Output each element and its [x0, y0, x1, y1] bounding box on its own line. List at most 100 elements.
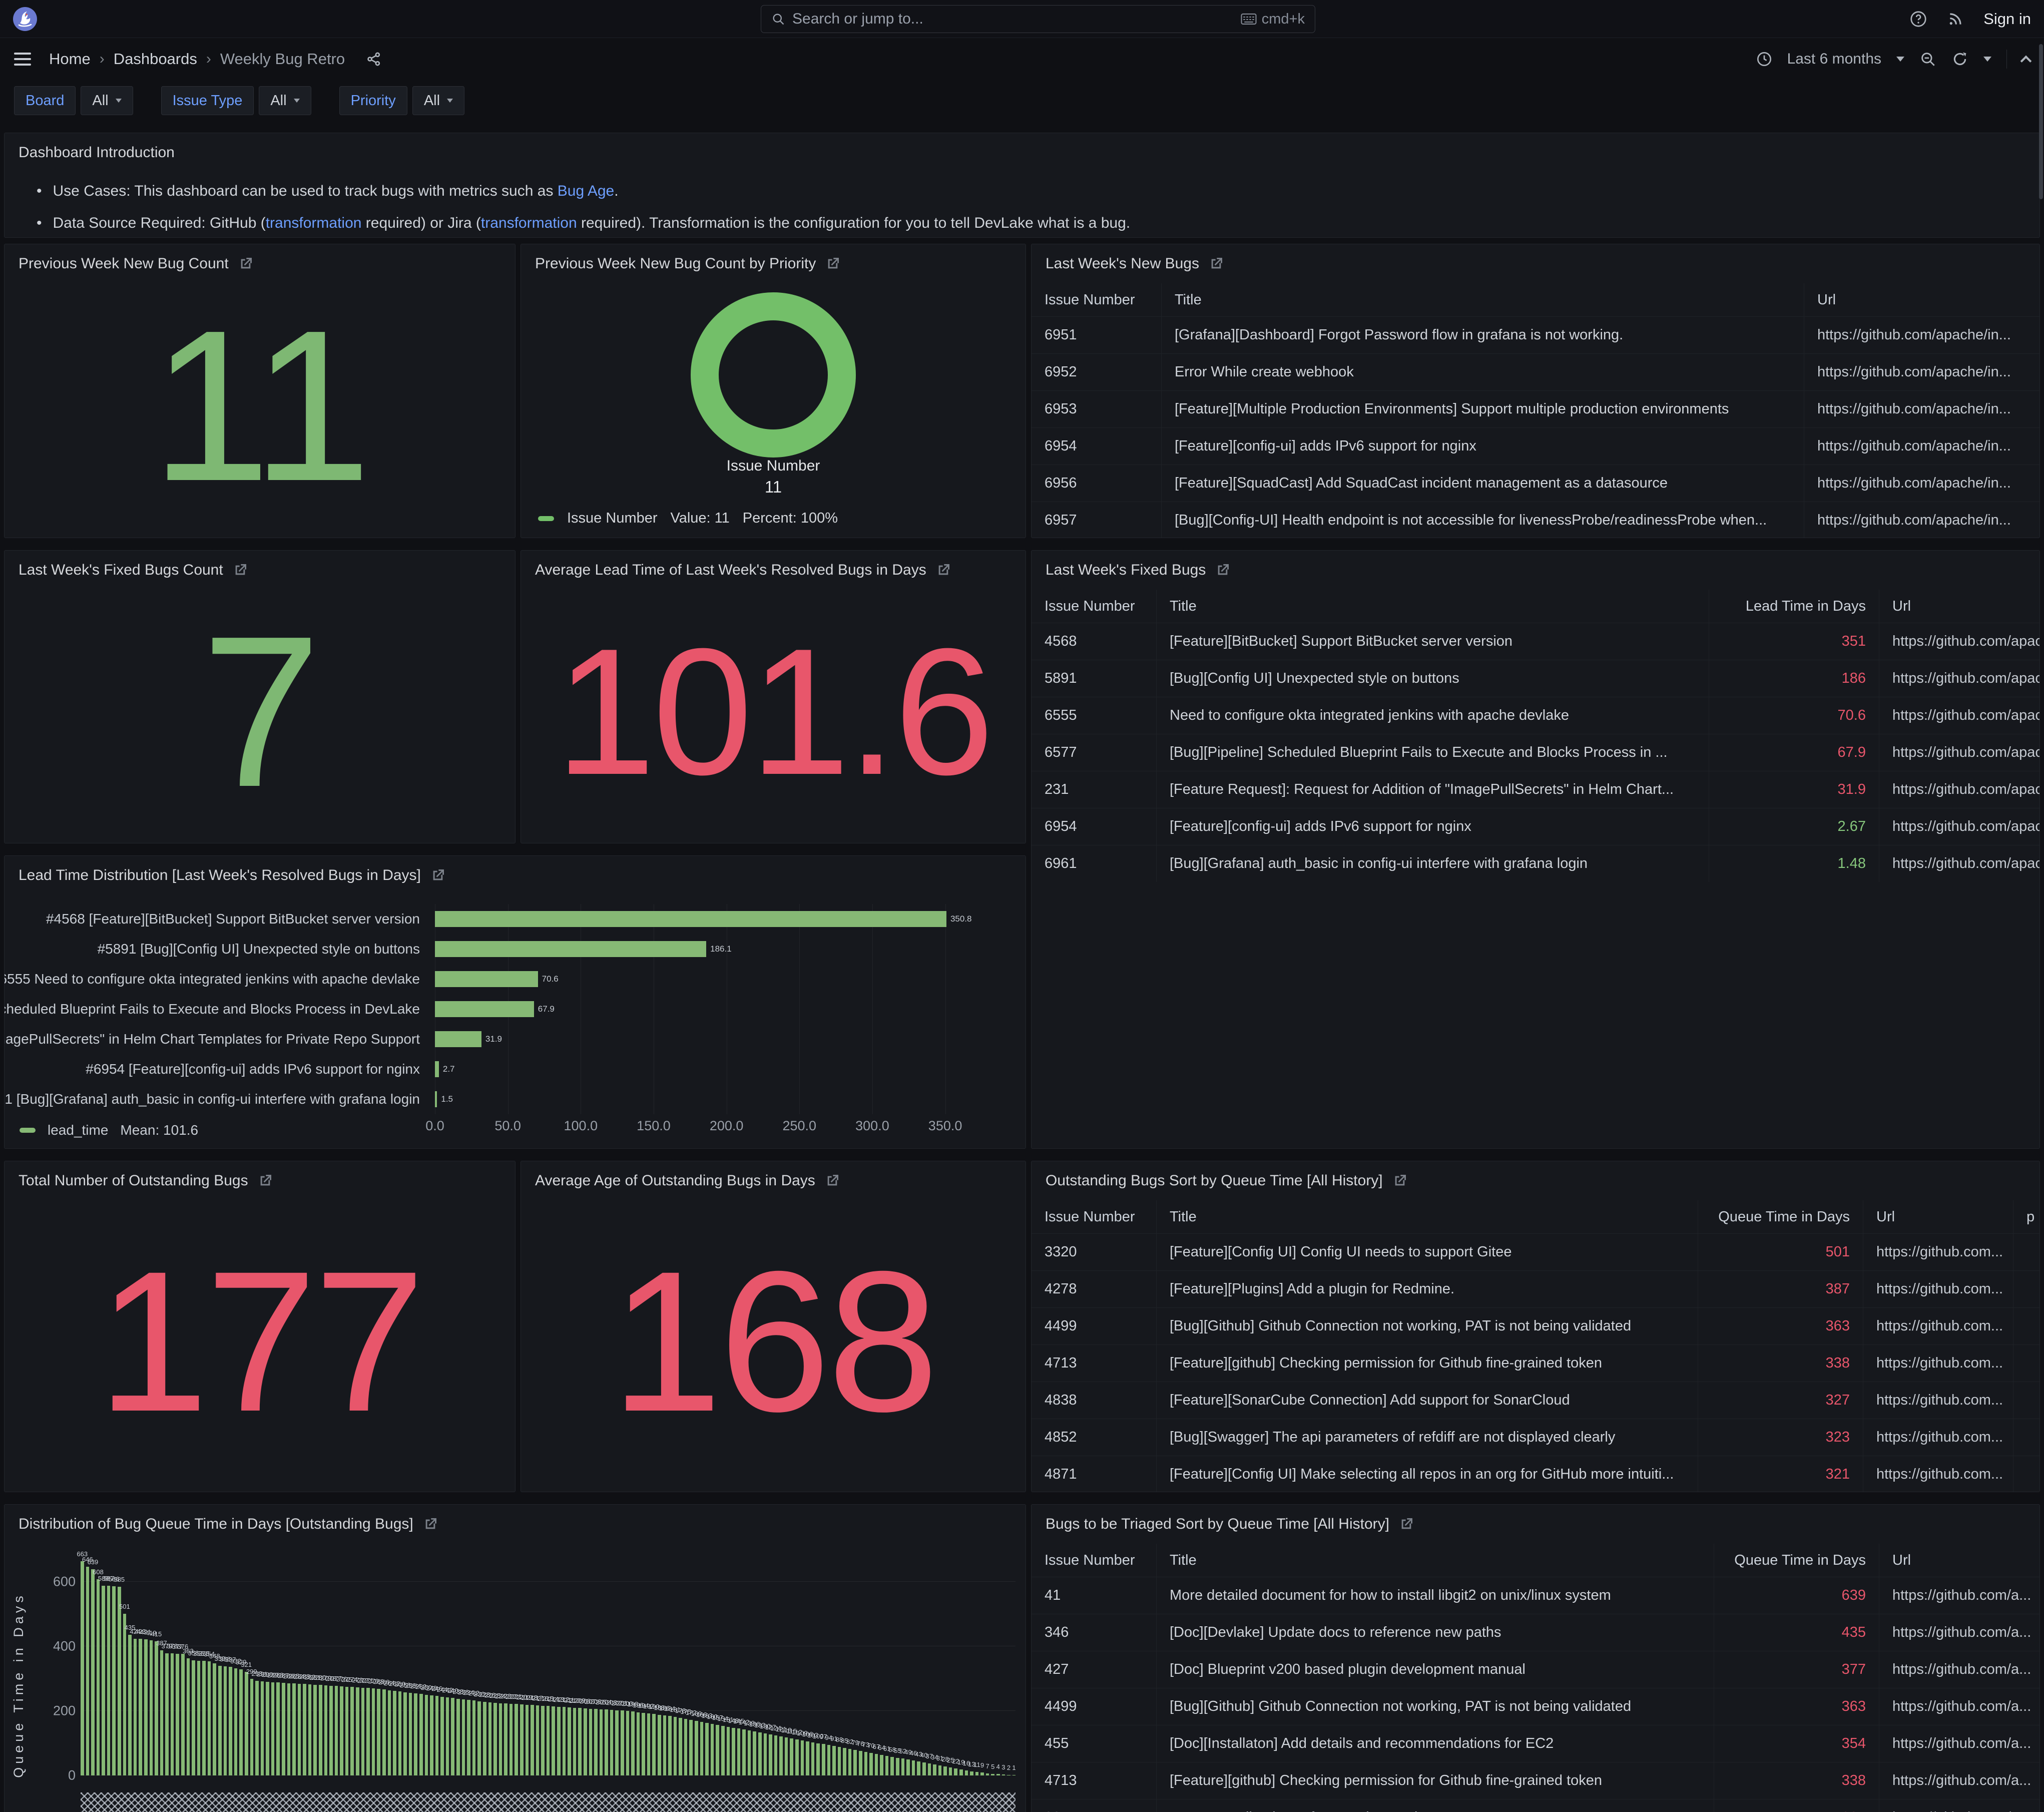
bar[interactable]: 254 — [410, 1682, 421, 1775]
bar[interactable]: 209 — [575, 1697, 585, 1775]
bar[interactable]: 226 — [484, 1691, 495, 1775]
bar[interactable]: 421 — [140, 1628, 151, 1775]
bar[interactable]: 287 — [278, 1672, 289, 1775]
bar[interactable]: 220 — [516, 1693, 527, 1775]
bar[interactable]: 339 — [214, 1655, 225, 1775]
url-cell[interactable]: https://github.com/apache/in... — [1817, 401, 2011, 417]
bar[interactable]: 151 — [723, 1716, 734, 1775]
bar[interactable]: 213 — [553, 1696, 564, 1775]
bar[interactable]: 40 — [920, 1751, 927, 1775]
bar[interactable]: 285 — [289, 1672, 299, 1775]
bar[interactable]: 82 — [846, 1738, 853, 1775]
bar[interactable]: 219 — [522, 1694, 533, 1775]
bar[interactable]: 34 — [931, 1753, 938, 1775]
bar[interactable]: 423 — [135, 1628, 146, 1775]
url-cell[interactable]: https://github.com/apac — [1892, 707, 2039, 723]
bar[interactable]: 379 — [162, 1642, 172, 1775]
bar[interactable]: 214 — [548, 1695, 559, 1775]
time-range-picker[interactable]: Last 6 months — [1787, 51, 1881, 67]
bar[interactable]: 112 — [792, 1728, 802, 1775]
bar[interactable]: 222 — [505, 1693, 517, 1775]
filter-priority-label[interactable]: Priority — [339, 86, 407, 115]
external-link-icon[interactable] — [1208, 256, 1224, 272]
url-cell[interactable]: https://github.com/a... — [1892, 1661, 2031, 1677]
bar[interactable]: 215 — [543, 1695, 554, 1775]
bar[interactable]: 70 — [867, 1742, 875, 1775]
bar[interactable]: 204 — [601, 1698, 612, 1775]
bar[interactable]: 228 — [479, 1691, 490, 1775]
bar[interactable]: 586 — [109, 1575, 120, 1775]
bar[interactable]: 270 — [368, 1677, 379, 1775]
bar[interactable]: 25 — [947, 1756, 954, 1775]
bar[interactable]: 88 — [836, 1736, 843, 1775]
bar[interactable]: 67.9 — [435, 1001, 555, 1017]
bar[interactable]: 281 — [310, 1674, 321, 1775]
sign-in-button[interactable]: Sign in — [1983, 10, 2031, 28]
filter-board-value[interactable]: All — [81, 86, 133, 115]
menu-icon[interactable] — [14, 53, 31, 66]
external-link-icon[interactable] — [935, 562, 951, 578]
bar[interactable]: 127 — [765, 1723, 776, 1775]
url-cell[interactable]: https://github.com/apache/in... — [1817, 512, 2011, 528]
bar[interactable]: 276 — [336, 1675, 347, 1775]
bar[interactable]: 157 — [712, 1714, 723, 1775]
external-link-icon[interactable] — [1215, 562, 1231, 578]
bar[interactable]: 169 — [691, 1710, 702, 1775]
external-link-icon[interactable] — [422, 1516, 438, 1532]
bar[interactable]: 238 — [452, 1688, 463, 1775]
bar[interactable]: 266 — [378, 1678, 389, 1775]
transformation-link[interactable]: transformation — [265, 215, 362, 231]
bar[interactable]: 588 — [98, 1575, 109, 1775]
bar[interactable]: 224 — [495, 1692, 506, 1775]
bar[interactable]: 646 — [82, 1556, 93, 1775]
bar[interactable]: 9 — [980, 1761, 984, 1775]
bar[interactable]: 70.6 — [435, 971, 559, 987]
bar[interactable]: 288 — [273, 1671, 284, 1775]
bar[interactable]: 264 — [384, 1679, 395, 1775]
bar[interactable]: 118 — [781, 1726, 792, 1775]
bar[interactable]: 289 — [267, 1671, 278, 1775]
rss-icon[interactable] — [1947, 11, 1963, 27]
bar[interactable]: 22 — [952, 1757, 959, 1775]
bar[interactable]: 139 — [744, 1719, 755, 1775]
bar[interactable]: 338 — [220, 1655, 231, 1775]
bar[interactable]: 190 — [649, 1703, 660, 1775]
bar[interactable]: 85 — [841, 1737, 848, 1775]
bar[interactable]: 293 — [252, 1670, 262, 1775]
bar[interactable]: 321 — [241, 1661, 252, 1775]
bar[interactable]: 242 — [442, 1686, 453, 1775]
bar[interactable]: 3 — [1001, 1763, 1005, 1775]
bar[interactable]: 13 — [968, 1760, 975, 1775]
bar[interactable]: 348 — [209, 1652, 220, 1775]
bar[interactable]: 115 — [786, 1727, 797, 1775]
bar[interactable]: 260 — [394, 1680, 405, 1775]
bar[interactable]: 284 — [294, 1673, 305, 1775]
url-cell[interactable]: https://github.com/a... — [1892, 1735, 2031, 1751]
bar[interactable]: 198 — [628, 1700, 638, 1775]
external-link-icon[interactable] — [1392, 1173, 1408, 1189]
url-cell[interactable]: https://github.com/a... — [1892, 1587, 2031, 1603]
transformation-link[interactable]: transformation — [480, 215, 577, 231]
external-link-icon[interactable] — [430, 867, 446, 883]
bar[interactable]: 203 — [606, 1699, 617, 1775]
bar[interactable]: 67 — [873, 1743, 880, 1775]
bar[interactable]: 64 — [878, 1744, 885, 1775]
donut-legend[interactable]: Issue Number Value: 11 Percent: 100% — [538, 510, 838, 527]
bar[interactable]: 154 — [717, 1715, 728, 1775]
bar[interactable]: 216 — [538, 1695, 548, 1775]
bar[interactable]: 278 — [326, 1675, 336, 1775]
bar[interactable]: 160 — [707, 1713, 718, 1775]
bar[interactable]: 121 — [776, 1725, 786, 1775]
bar[interactable]: 207 — [585, 1698, 596, 1775]
bar[interactable]: 79 — [851, 1739, 859, 1775]
url-cell[interactable]: https://github.com... — [1863, 1382, 2013, 1419]
bar[interactable]: 46 — [910, 1749, 917, 1775]
bar[interactable]: 212 — [559, 1696, 570, 1775]
bar[interactable]: 283 — [299, 1673, 310, 1775]
bar[interactable]: 4 — [996, 1763, 1000, 1775]
bar[interactable]: 1.5 — [435, 1091, 453, 1107]
bar[interactable]: 376 — [177, 1643, 188, 1775]
bar[interactable]: 286 — [283, 1672, 294, 1775]
bar[interactable]: 501 — [119, 1603, 130, 1775]
bar[interactable]: 163 — [702, 1712, 712, 1775]
